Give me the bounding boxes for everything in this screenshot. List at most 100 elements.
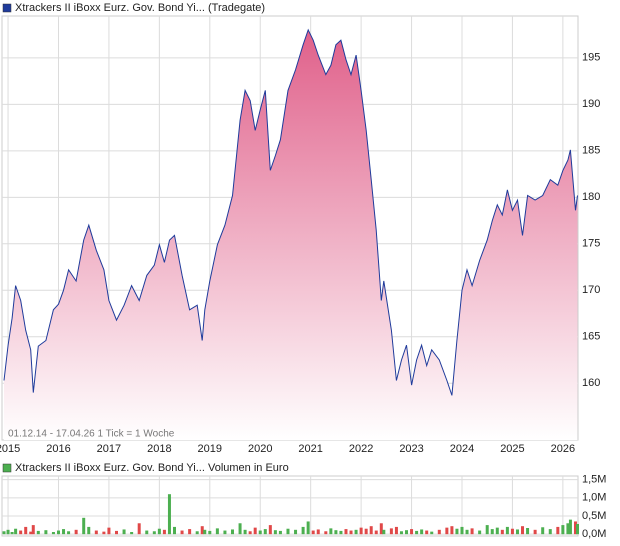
volume-bar <box>382 529 386 535</box>
volume-bar <box>248 531 252 535</box>
volume-bar <box>273 530 277 535</box>
volume-bar <box>231 529 235 535</box>
volume-bar <box>278 530 282 535</box>
volume-bar <box>455 528 459 535</box>
volume-bar <box>430 531 434 535</box>
volume-bar <box>87 526 91 535</box>
volume-bar <box>238 523 242 535</box>
y-tick-label: 0,0M <box>582 528 606 540</box>
volume-bar <box>253 527 257 535</box>
volume-bar <box>152 531 156 535</box>
volume-bar <box>460 526 464 535</box>
plot-area <box>1 475 579 537</box>
volume-bar <box>349 530 353 535</box>
x-tick-label: 2026 <box>551 443 575 455</box>
volume-bar <box>94 530 98 535</box>
volume-bar <box>379 523 383 535</box>
volume-bar <box>301 526 305 535</box>
volume-bar <box>31 525 35 535</box>
x-tick-label: 2016 <box>46 443 70 455</box>
volume-bar <box>500 529 504 535</box>
y-tick-label: 165 <box>582 331 600 343</box>
volume-bar <box>465 529 469 535</box>
volume-bar <box>145 530 149 535</box>
volume-bar <box>420 529 424 535</box>
volume-bar <box>306 521 310 535</box>
volume-bar <box>324 531 328 535</box>
volume-bar <box>67 531 71 535</box>
volume-bar <box>573 521 577 535</box>
volume-bar <box>268 525 272 535</box>
y-tick-label: 1,5M <box>582 474 606 486</box>
volume-bar <box>359 527 363 535</box>
volume-bar <box>137 523 141 535</box>
legend-swatch <box>2 3 12 13</box>
volume-bar <box>374 530 378 535</box>
volume-bar <box>505 526 509 535</box>
volume-bar <box>490 529 494 535</box>
x-tick-label: 2017 <box>97 443 121 455</box>
volume-bar <box>425 530 429 535</box>
volume-bar <box>568 519 572 535</box>
y-tick-label: 170 <box>582 284 600 296</box>
volume-bar <box>399 531 403 535</box>
volume-bar <box>510 528 514 535</box>
price-line <box>3 28 578 396</box>
volume-bar <box>354 529 358 535</box>
volume-bar <box>389 528 393 535</box>
volume-bar <box>6 529 10 535</box>
volume-bar <box>561 525 565 535</box>
volume-bar <box>114 530 118 535</box>
volume-bar <box>485 525 489 535</box>
volume-bar <box>243 529 247 535</box>
volume-bar <box>437 529 441 535</box>
volume-bar <box>10 532 14 535</box>
volume-bar <box>364 528 368 535</box>
volume-bar <box>311 530 315 535</box>
y-tick-label: 1,0M <box>582 492 606 504</box>
x-tick-label: 2019 <box>198 443 222 455</box>
volume-bar <box>478 530 482 535</box>
volume-bar <box>495 527 499 535</box>
volume-bar <box>203 529 207 535</box>
volume-bar <box>44 530 48 535</box>
volume-bar <box>286 528 290 535</box>
volume-bar <box>82 517 86 535</box>
volume-bar <box>575 524 579 535</box>
volume-bar <box>162 529 166 535</box>
volume-bar <box>541 527 545 535</box>
y-tick-label: 160 <box>582 377 600 389</box>
volume-bar <box>415 530 419 535</box>
volume-bar <box>445 527 449 535</box>
volume-bar <box>172 526 176 535</box>
volume-bar <box>405 530 409 535</box>
y-tick-label: 185 <box>582 145 600 157</box>
volume-bar <box>369 526 373 535</box>
legend-label: Xtrackers II iBoxx Eurz. Gov. Bond Yi...… <box>15 462 289 474</box>
volume-bar <box>450 526 454 535</box>
x-tick-label: 2025 <box>500 443 524 455</box>
volume-bar <box>74 529 78 535</box>
volume-bar <box>24 526 28 535</box>
volume-bar <box>329 528 333 535</box>
volume-bar <box>36 530 40 535</box>
volume-bar <box>167 494 171 535</box>
volume-bar <box>215 528 219 535</box>
y-tick-label: 175 <box>582 238 600 250</box>
volume-bar <box>339 530 343 535</box>
volume-bar <box>2 531 6 535</box>
volume-bar <box>316 529 320 535</box>
volume-bar <box>14 528 18 535</box>
volume-bar <box>344 529 348 535</box>
volume-bar <box>107 527 111 535</box>
volume-bar <box>263 529 267 535</box>
y-tick-label: 190 <box>582 98 600 110</box>
volume-bar <box>56 530 60 535</box>
volume-bar <box>102 531 106 535</box>
volume-bar <box>29 531 33 535</box>
chart-annotation: 01.12.14 - 17.04.26 1 Tick = 1 Woche <box>8 429 175 440</box>
volume-bar <box>566 523 570 535</box>
volume-bar <box>334 530 338 535</box>
volume-bar <box>208 530 212 535</box>
